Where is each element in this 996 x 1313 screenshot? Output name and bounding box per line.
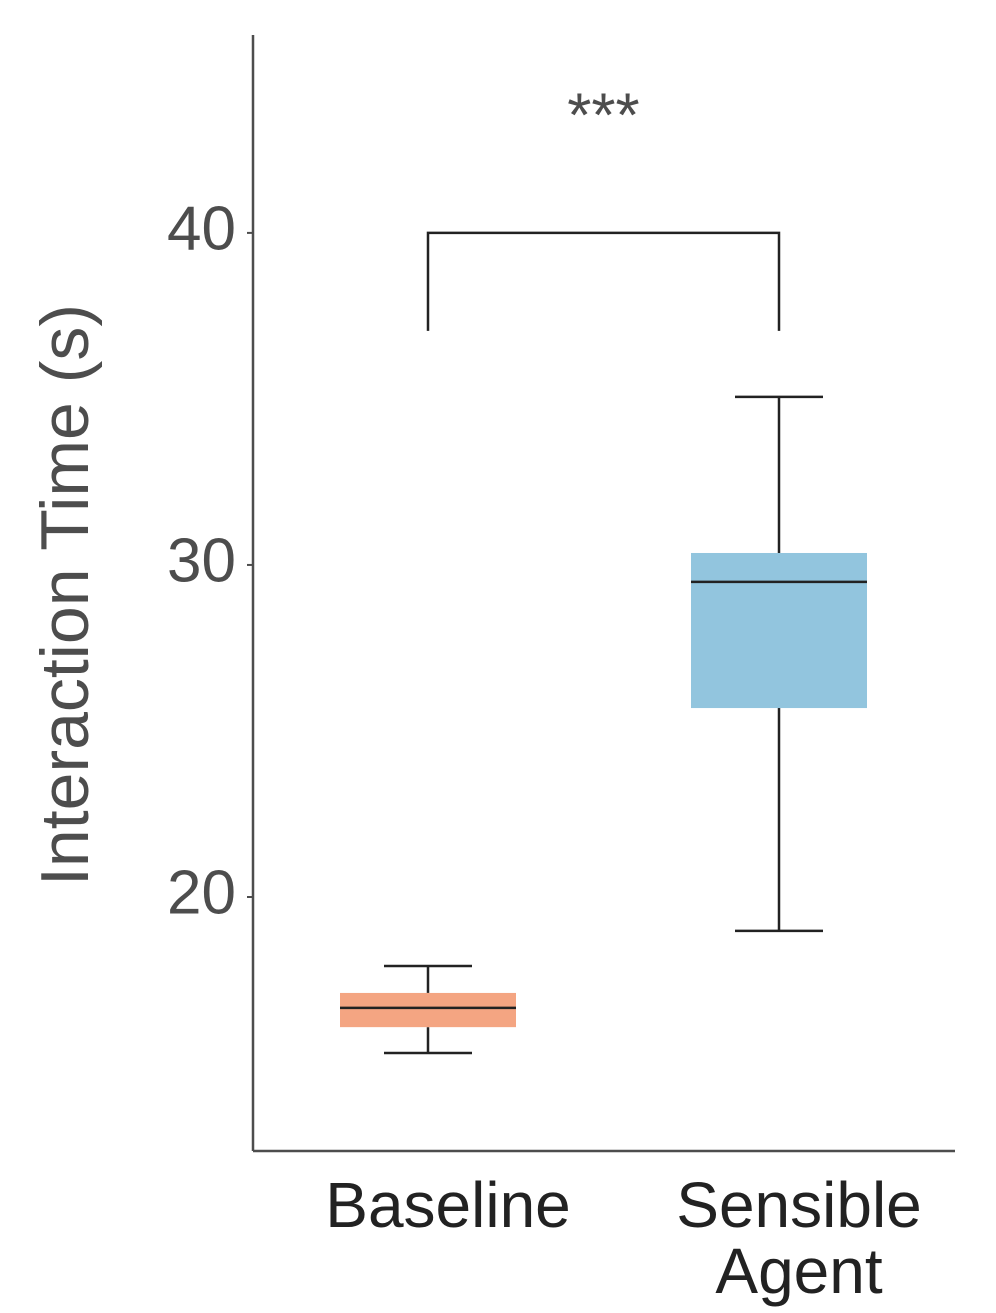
box (340, 992, 516, 1028)
x-tick-label: Baseline (325, 1169, 571, 1241)
y-tick-label: 30 (167, 526, 236, 595)
y-tick-label: 20 (167, 858, 236, 927)
y-axis-label: Interaction Time (s) (27, 304, 103, 886)
x-tick-label: Sensible Agent (676, 1169, 922, 1307)
box (691, 552, 867, 709)
significance-label: *** (567, 81, 639, 150)
significance-bracket (426, 231, 781, 331)
y-tick-label: 40 (167, 194, 236, 263)
